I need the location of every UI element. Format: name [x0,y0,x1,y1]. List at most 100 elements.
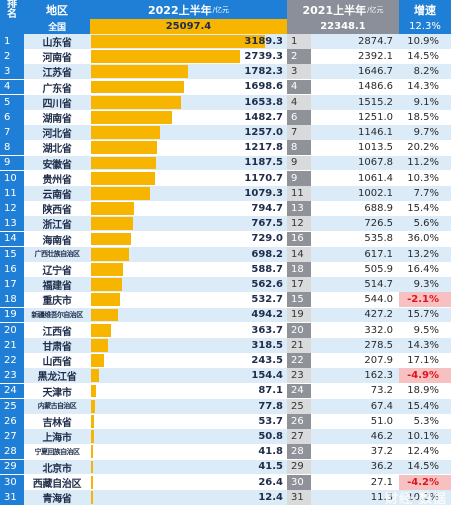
rank-cell: 30 [0,474,24,490]
total-name: 全国 [24,19,90,34]
growth-rate: 14.3% [399,79,451,95]
growth-rate: 5.3% [399,414,451,429]
bar-2022 [91,354,105,367]
region-name: 福建省 [24,277,90,292]
value-2022: 698.2 [251,248,283,260]
rank-cell: 7 [0,125,24,140]
rank-2021: 31 [287,490,311,505]
bar-2022 [91,308,118,322]
region-name: 山西省 [24,353,90,368]
value-2022: 794.7 [251,203,283,215]
growth-rate: 36.0% [399,231,451,247]
rank-cell: 1 [0,34,24,49]
bar-2022 [91,430,94,443]
rank-2021: 13 [287,201,311,216]
region-name: 重庆市 [24,292,90,308]
bar-2022 [91,187,150,200]
value-2022: 767.5 [251,218,283,230]
bar-2022 [91,141,158,155]
growth-rate: 15.7% [399,307,451,323]
rank-cell: 26 [0,414,24,429]
growth-rate: 14.5% [399,49,451,64]
value-2022: 1170.7 [244,172,283,184]
header-rank-label: 排 名 [7,0,17,20]
bar-2022 [91,415,94,428]
rank-2021: 30 [287,474,311,490]
value-2021: 1061.4 [311,170,399,186]
rank-2021: 28 [287,444,311,460]
value-2021: 2392.1 [311,49,399,64]
bar-2022 [91,156,156,170]
value-2022-cell [90,383,287,399]
region-name: 河南省 [24,49,90,64]
value-2022: 1187.5 [244,157,283,169]
bar-2022 [91,171,155,185]
region-name: 新疆维吾尔自治区 [24,307,90,323]
growth-rate: 9.3% [399,277,451,292]
rank-cell: 5 [0,94,24,110]
value-2021: 46.2 [311,429,399,444]
rank-2021: 8 [287,140,311,156]
header-region: 地区 [24,0,90,19]
bar-2022 [91,95,182,109]
rank-cell: 3 [0,64,24,80]
region-name: 辽宁省 [24,262,90,277]
bar-2022 [91,491,93,504]
value-2022: 53.7 [258,415,283,427]
value-2022: 1698.6 [244,81,283,93]
rank-cell: 20 [0,322,24,338]
value-2021: 1067.8 [311,155,399,171]
rank-2021: 12 [287,216,311,232]
rank-2021: 21 [287,338,311,353]
growth-rate: 5.6% [399,216,451,232]
rank-cell: 8 [0,140,24,156]
value-2022: 41.5 [258,461,283,473]
region-name: 内蒙古自治区 [24,398,90,414]
growth-rate: 12.4% [399,444,451,460]
rank-2021: 1 [287,34,311,49]
growth-rate: 9.1% [399,94,451,110]
rank-2021: 18 [287,262,311,277]
bar-2022 [91,202,135,215]
value-2022-cell [90,262,287,277]
region-name: 广西壮族自治区 [24,246,90,262]
value-2022: 12.4 [258,491,283,503]
bar-2022 [91,263,124,276]
bar-2022 [91,50,241,63]
region-name: 青海省 [24,490,90,505]
rank-2021: 22 [287,353,311,368]
rank-cell: 24 [0,383,24,399]
region-name: 西藏自治区 [24,474,90,490]
value-2021: 427.2 [311,307,399,323]
value-2022: 41.8 [258,446,283,458]
value-2022: 729.0 [251,233,283,245]
rank-2021: 11 [287,186,311,201]
region-name: 河北省 [24,125,90,140]
value-2022: 77.8 [258,400,283,412]
value-2022-cell [90,307,287,323]
rank-cell: 28 [0,444,24,460]
value-2022: 50.8 [258,431,283,443]
value-2021: 73.2 [311,383,399,399]
growth-rate: 15.4% [399,201,451,216]
value-2022-cell [90,474,287,490]
rank-cell: 15 [0,246,24,262]
value-2021: 505.9 [311,262,399,277]
rank-cell: 10 [0,170,24,186]
rank-cell: 2 [0,49,24,64]
growth-rate: -4.2% [399,474,451,490]
value-2022: 87.1 [258,385,283,397]
value-2022: 562.6 [251,279,283,291]
rank-2021: 14 [287,246,311,262]
value-2022-cell [90,444,287,460]
value-2021: 1013.5 [311,140,399,156]
value-2022-cell [90,216,287,232]
value-2021: 2874.7 [311,34,399,49]
region-name: 广东省 [24,79,90,95]
header-growth-label: 增速 [414,3,436,17]
bar-2022 [91,384,96,398]
total-2022-value: 25097.4 [90,19,287,34]
value-2022-cell [90,277,287,292]
rank-2021: 7 [287,125,311,140]
growth-rate: 15.4% [399,398,451,414]
